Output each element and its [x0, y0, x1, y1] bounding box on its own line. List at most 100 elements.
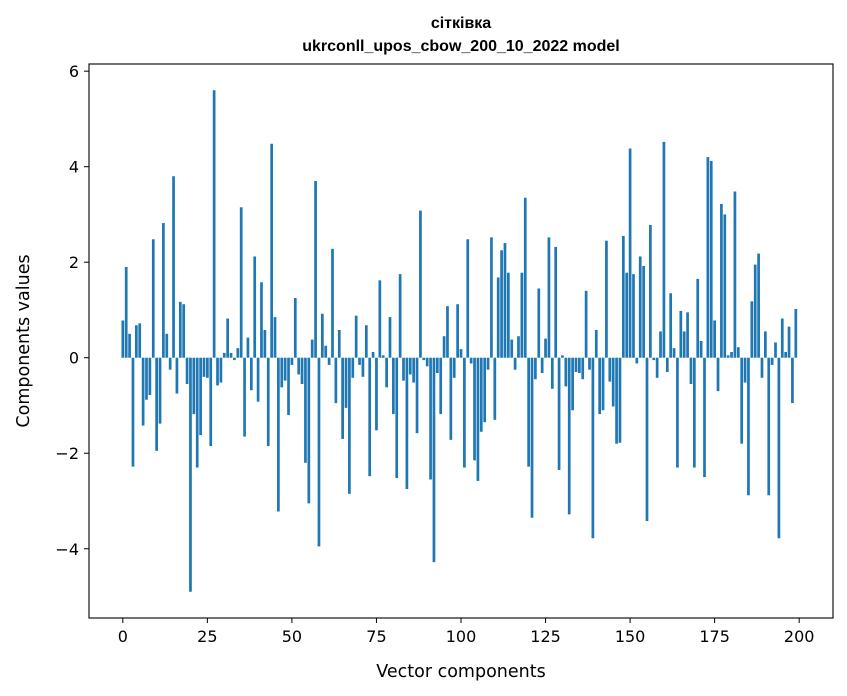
bar-128	[554, 246, 558, 358]
bar-180	[730, 351, 733, 358]
bar-25	[206, 357, 209, 378]
bar-88	[419, 210, 422, 358]
bar-129	[557, 357, 561, 470]
bar-78	[385, 357, 388, 388]
bar-45	[273, 317, 277, 358]
bar-83	[402, 357, 405, 381]
bar-135	[578, 357, 581, 373]
bar-130	[561, 355, 564, 358]
bar-104	[473, 357, 476, 461]
bar-137	[584, 290, 588, 358]
bar-21	[192, 357, 196, 415]
bar-36	[243, 357, 246, 437]
bar-169	[692, 357, 696, 468]
bar-157	[652, 357, 656, 361]
bar-68	[351, 357, 355, 378]
bar-76	[378, 280, 382, 358]
bars-group	[121, 90, 798, 592]
bar-70	[358, 357, 361, 365]
plot-frame	[88, 63, 834, 619]
bar-108	[486, 357, 490, 370]
bar-103	[469, 357, 473, 364]
bar-84	[405, 357, 409, 490]
bar-91	[429, 357, 432, 480]
bar-127	[550, 357, 554, 389]
x-tick-label: 175	[699, 627, 730, 646]
bar-42	[263, 330, 267, 358]
bar-11	[158, 357, 162, 424]
bar-123	[537, 288, 541, 358]
bar-198	[791, 357, 794, 404]
bar-57	[314, 181, 317, 358]
bar-28	[216, 357, 219, 386]
y-axis-ticks: −4 −2 0 2 4 6	[55, 62, 89, 559]
bar-63	[334, 357, 338, 404]
bar-8	[148, 357, 152, 395]
bar-122	[534, 357, 537, 380]
bar-134	[574, 357, 578, 373]
bar-14	[168, 357, 172, 370]
bar-86	[412, 357, 416, 383]
bar-22	[195, 357, 199, 468]
bar-4	[134, 325, 138, 358]
bar-144	[608, 357, 612, 382]
bar-99	[456, 304, 459, 358]
bar-139	[591, 357, 595, 539]
bar-38	[249, 357, 253, 391]
bar-185	[747, 357, 750, 496]
bar-3	[131, 357, 135, 467]
bar-154	[642, 266, 645, 358]
x-tick-label: 25	[197, 627, 217, 646]
bar-159	[659, 331, 662, 358]
bar-59	[320, 313, 324, 358]
bar-184	[743, 357, 747, 383]
bar-175	[713, 320, 716, 358]
bar-85	[408, 357, 412, 375]
bar-193	[774, 342, 777, 358]
bar-53	[300, 357, 304, 384]
x-axis-ticks: 0 25 50 75 100 125 150 175 200	[118, 618, 814, 646]
bar-145	[611, 357, 615, 407]
bar-140	[594, 330, 598, 358]
bar-117	[517, 336, 520, 358]
bar-168	[689, 357, 693, 384]
bar-79	[388, 317, 392, 358]
bar-105	[476, 357, 480, 481]
bar-161	[665, 357, 669, 373]
bar-141	[598, 357, 602, 415]
bar-10	[155, 357, 158, 451]
bar-196	[784, 351, 788, 358]
bar-143	[605, 240, 608, 358]
bar-80	[392, 357, 395, 415]
bar-55	[307, 357, 311, 504]
bar-146	[615, 357, 618, 444]
bar-66	[344, 357, 348, 408]
bar-176	[716, 357, 720, 392]
bar-65	[341, 357, 344, 439]
bar-1	[124, 266, 128, 358]
bar-110	[493, 357, 497, 420]
bar-177	[720, 203, 723, 358]
bar-164	[676, 357, 679, 468]
bar-17	[178, 301, 182, 358]
bar-174	[709, 160, 713, 358]
bar-62	[331, 248, 334, 358]
bar-2	[128, 333, 131, 358]
bar-118	[520, 272, 524, 358]
bar-112	[500, 250, 503, 358]
bar-67	[348, 357, 351, 494]
bar-77	[381, 355, 385, 358]
bar-156	[649, 224, 652, 358]
bar-188	[757, 253, 760, 358]
bar-30	[222, 352, 226, 358]
bar-181	[733, 191, 737, 358]
bar-107	[483, 357, 487, 423]
bar-71	[361, 357, 365, 377]
bar-120	[527, 357, 530, 467]
bar-60	[324, 345, 328, 358]
bar-194	[777, 357, 781, 539]
x-tick-label: 125	[530, 627, 561, 646]
y-tick-label: −4	[55, 540, 79, 559]
chart-title: сітківка	[431, 15, 491, 32]
bar-126	[547, 237, 551, 358]
